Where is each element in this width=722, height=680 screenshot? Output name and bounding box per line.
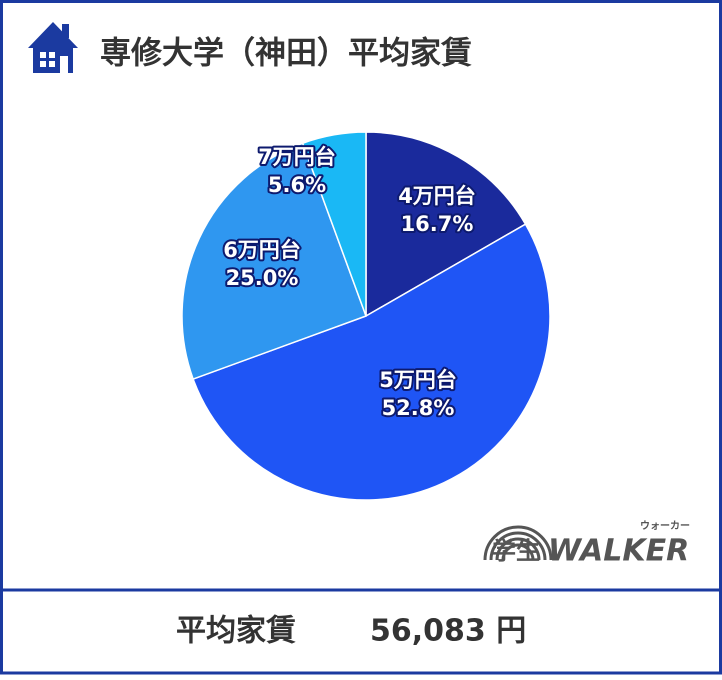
- logo-reading: ウォーカー: [640, 520, 690, 532]
- logo: 学生 WALKER ウォーカー: [483, 520, 690, 569]
- slice-value-label: 25.0%: [226, 266, 299, 290]
- pie-slice: [301, 131, 367, 317]
- logo-brand: WALKER: [548, 534, 689, 569]
- footer-label: 平均家賃: [176, 614, 296, 649]
- pie-slice: [192, 223, 551, 501]
- logo-text: 学生: [492, 537, 540, 565]
- house-icon: [28, 22, 78, 73]
- pie-slice: [181, 142, 367, 381]
- footer-value: 56,083 円: [370, 614, 526, 649]
- pie-slice: [365, 131, 527, 318]
- slice-category: 5万円台: [379, 368, 457, 392]
- slice-value-label: 5.6%: [268, 173, 326, 197]
- slice-category: 7万円台: [258, 145, 336, 169]
- slice-value-label: 16.7%: [401, 212, 474, 236]
- pie: 4万円台 16.7% 5万円台 52.8% 6万円台 25.0% 7万円台 5.6%: [181, 131, 551, 501]
- footer-box: [0, 588, 722, 675]
- slice-category: 6万円台: [223, 238, 301, 262]
- slice-value-label: 52.8%: [382, 396, 455, 420]
- slice-category: 4万円台: [398, 184, 476, 208]
- chart-title: 専修大学（神田）平均家賃: [100, 36, 472, 72]
